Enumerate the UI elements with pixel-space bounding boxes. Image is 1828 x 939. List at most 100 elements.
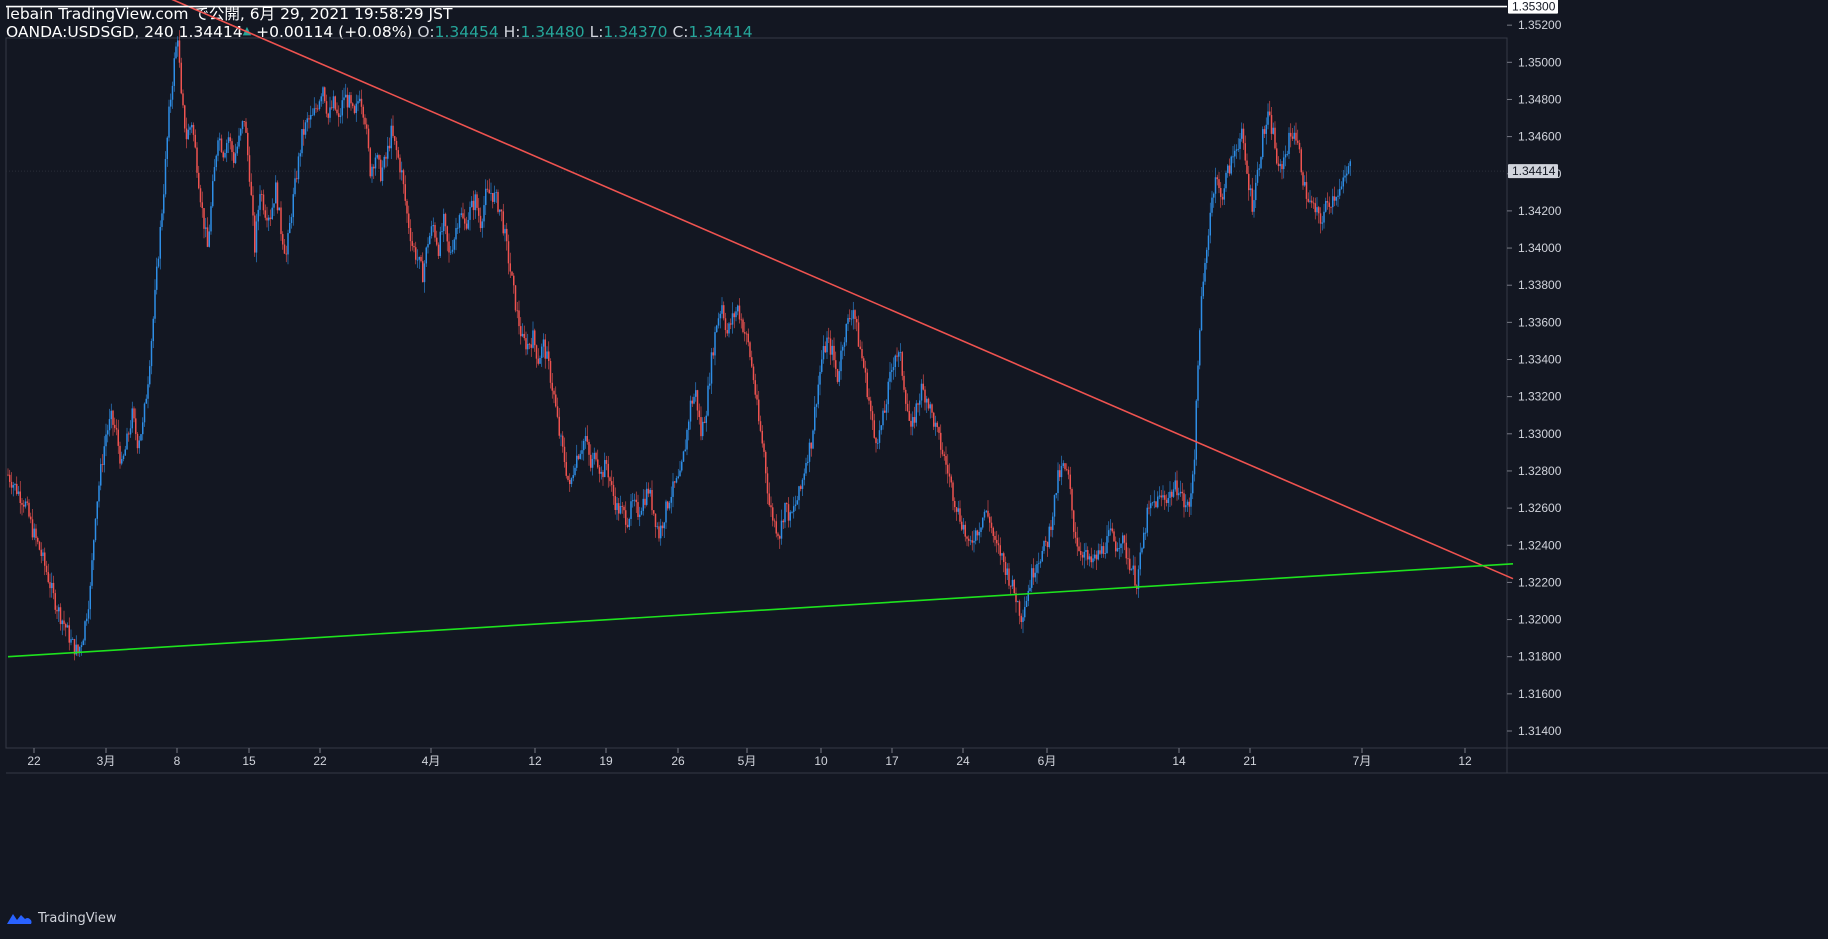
candle-body — [128, 433, 130, 435]
candle-body — [542, 339, 545, 347]
candle-body — [1277, 163, 1280, 167]
time-tick-label: 7月 — [1353, 754, 1372, 768]
candle-body — [1046, 541, 1049, 548]
plot-frame — [5, 37, 1508, 749]
candle-body — [702, 421, 704, 437]
candle-body — [1123, 535, 1126, 543]
price-tick-label: 1.32400 — [1518, 538, 1562, 552]
candle-body — [1109, 528, 1112, 531]
candle-body — [1302, 172, 1304, 186]
candle-body — [835, 360, 837, 369]
candle-body — [534, 330, 536, 346]
candle-body — [590, 454, 592, 468]
publish-info: lebain TradingView.com で公開, 6月 29, 2021 … — [6, 5, 453, 23]
price-tick-label: 1.35000 — [1518, 55, 1562, 69]
candle-body — [1316, 207, 1318, 213]
candle-body — [709, 383, 711, 386]
candle-body — [289, 222, 291, 234]
time-tick-label: 21 — [1243, 754, 1257, 768]
candle-body — [782, 520, 784, 523]
level-price-label: 1.35300 — [1512, 0, 1556, 14]
candle-body — [1337, 195, 1339, 197]
candle-body — [689, 400, 692, 422]
candle-body — [842, 346, 844, 351]
candle-body — [1223, 188, 1225, 200]
candle-body — [1090, 556, 1092, 563]
candle-body — [1183, 493, 1185, 508]
candle-body — [325, 101, 328, 114]
candle-body — [170, 99, 172, 107]
candle-body — [280, 207, 282, 235]
candle-body — [478, 207, 480, 216]
candle-body — [422, 261, 424, 283]
candle-body — [931, 404, 933, 413]
candle-body — [495, 192, 497, 193]
candle-body — [296, 178, 298, 180]
candle-body — [549, 360, 552, 383]
candle-body — [1349, 161, 1351, 167]
candle-body — [1020, 615, 1022, 623]
candle-body — [649, 490, 651, 494]
candle-body — [1085, 550, 1087, 552]
candle-body — [149, 366, 151, 385]
candle-body — [416, 259, 419, 261]
candle-body — [208, 231, 210, 247]
candle-body — [695, 390, 697, 397]
candle-body — [801, 479, 804, 489]
candle-body — [591, 458, 594, 468]
up-arrow-icon: ▲ — [242, 24, 252, 37]
chart-header: lebain TradingView.com で公開, 6月 29, 2021 … — [6, 5, 753, 43]
candle-body — [110, 410, 112, 420]
candle-body — [212, 181, 214, 207]
candle-body — [877, 442, 879, 444]
candle-body — [882, 410, 884, 426]
candle-body — [1008, 568, 1010, 586]
candle-body — [674, 481, 676, 483]
candle-body — [1132, 565, 1134, 570]
candle-body — [359, 98, 361, 102]
candle-body — [1228, 165, 1231, 174]
candle-body — [773, 520, 776, 522]
candle-body — [1298, 142, 1301, 150]
price-tick-label: 1.31600 — [1518, 687, 1562, 701]
candle-body — [145, 398, 147, 404]
candle-body — [264, 210, 266, 218]
candle-body — [408, 213, 410, 228]
candle-body — [583, 440, 585, 451]
price-tick-label: 1.34200 — [1518, 204, 1562, 218]
candle-body — [1164, 495, 1166, 500]
candle-body — [1125, 542, 1127, 559]
candle-body — [198, 172, 200, 189]
candle-body — [852, 310, 854, 319]
candle-body — [1088, 556, 1091, 560]
candle-body — [950, 476, 952, 483]
candle-body — [411, 241, 413, 246]
candle-body — [100, 464, 102, 486]
candle-body — [1218, 179, 1220, 189]
open-label: O: — [417, 23, 435, 41]
candle-body — [1220, 188, 1222, 197]
candle-body — [154, 289, 156, 319]
candle-body — [908, 410, 910, 421]
candle-body — [863, 358, 865, 368]
candle-body — [1118, 547, 1120, 549]
candle-body — [537, 358, 539, 364]
candle-body — [658, 526, 660, 539]
candle-body — [906, 403, 909, 411]
candle-body — [705, 415, 707, 423]
candle-body — [1328, 202, 1330, 207]
candle-body — [994, 535, 996, 540]
footer-brand[interactable]: TradingView — [38, 910, 117, 926]
candle-body — [52, 582, 55, 594]
candle-body — [182, 93, 184, 106]
candle-body — [217, 140, 219, 156]
candle-body — [94, 518, 97, 541]
candle-body — [481, 221, 483, 229]
candle-body — [605, 460, 608, 464]
candle-body — [77, 644, 79, 654]
candle-body — [500, 209, 503, 212]
candle-body — [600, 471, 602, 474]
candle-body — [474, 194, 476, 211]
candle-body — [861, 348, 863, 359]
